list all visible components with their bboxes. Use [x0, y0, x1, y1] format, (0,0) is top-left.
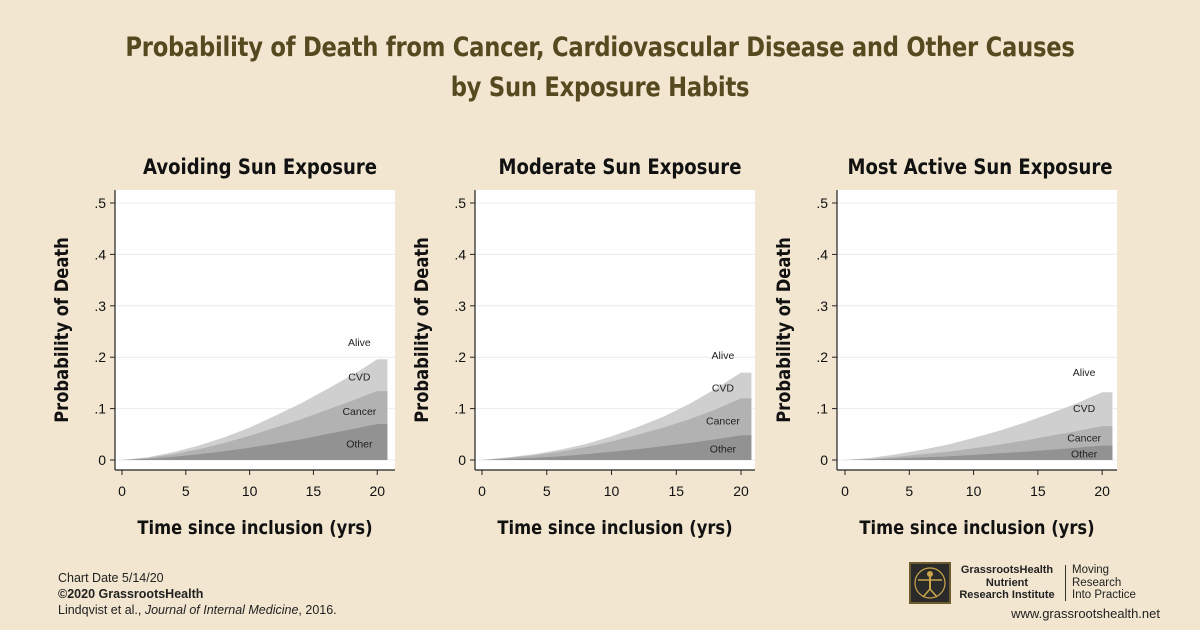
x-tick-label: 10	[966, 483, 982, 499]
logo-tagline2: Research	[1072, 576, 1122, 589]
x-tick-label: 0	[841, 483, 849, 499]
label-other: Other	[1071, 448, 1098, 460]
y-tick-label: .2	[94, 349, 106, 365]
area-other	[845, 445, 1113, 460]
label-alive: Alive	[1073, 367, 1096, 379]
label-cancer: Cancer	[342, 406, 376, 418]
panel-title-moderate: Moderate Sun Exposure	[498, 155, 742, 179]
x-axis-title: Time since inclusion (yrs)	[137, 518, 372, 539]
area-other	[482, 435, 752, 460]
logo-tagline: Moving Research Into Practice	[1072, 564, 1136, 602]
vitruvian-logo-icon	[909, 562, 951, 604]
y-tick-label: .3	[94, 298, 106, 314]
y-tick-label: .1	[454, 401, 466, 417]
y-tick-label: 0	[98, 452, 106, 468]
x-tick-label: 0	[118, 483, 126, 499]
logo-org-line2: Nutrient	[985, 576, 1029, 589]
y-axis-title: Probability of Death	[774, 237, 795, 423]
logo-org-line3: Research Institute	[959, 589, 1055, 601]
y-tick-label: 0	[820, 452, 828, 468]
y-axis-title: Probability of Death	[52, 237, 73, 423]
y-tick-label: .1	[816, 401, 828, 417]
x-tick-label: 10	[604, 483, 620, 499]
label-alive: Alive	[348, 337, 371, 349]
citation-authors: Lindqvist et al.,	[58, 603, 145, 617]
y-tick-label: .5	[454, 195, 466, 211]
label-cvd: CVD	[1073, 403, 1096, 415]
label-cvd: CVD	[712, 382, 735, 394]
main-title: Probability of Death from Cancer, Cardio…	[96, 28, 1104, 108]
logo-tagline3: Into Practice	[1072, 589, 1136, 601]
logo-tagline1: Moving	[1072, 564, 1110, 576]
y-tick-label: .4	[94, 246, 106, 262]
y-axis-title: Probability of Death	[412, 237, 433, 423]
y-tick-label: .4	[816, 246, 828, 262]
main-title-line2: by Sun Exposure Habits	[450, 72, 750, 103]
logo-org-name: GrassrootsHealth Nutrient Research Insti…	[952, 564, 1062, 602]
x-tick-label: 15	[668, 483, 684, 499]
x-tick-label: 5	[905, 483, 913, 499]
logo-org-line1: GrassrootsHealth	[960, 564, 1054, 576]
y-tick-label: .3	[816, 298, 828, 314]
panel-title-avoiding: Avoiding Sun Exposure	[142, 155, 377, 179]
panel-title-active: Most Active Sun Exposure	[847, 155, 1113, 179]
x-tick-label: 5	[182, 483, 190, 499]
label-alive: Alive	[712, 350, 735, 362]
copyright: ©2020 GrassrootsHealth	[58, 587, 204, 601]
label-cancer: Cancer	[706, 416, 740, 428]
footer: Chart Date 5/14/20 ©2020 GrassrootsHealt…	[58, 570, 337, 618]
area-other	[122, 424, 388, 460]
x-tick-label: 20	[733, 483, 749, 499]
y-tick-label: .2	[454, 349, 466, 365]
x-tick-label: 20	[1094, 483, 1110, 499]
label-cancer: Cancer	[1067, 433, 1101, 445]
y-tick-label: .3	[454, 298, 466, 314]
x-tick-label: 15	[1030, 483, 1046, 499]
y-tick-label: .5	[94, 195, 106, 211]
y-tick-label: .2	[816, 349, 828, 365]
x-tick-label: 0	[478, 483, 486, 499]
y-tick-label: .1	[94, 401, 106, 417]
chart-date: Chart Date 5/14/20	[58, 571, 164, 585]
main-title-line1: Probability of Death from Cancer, Cardio…	[125, 32, 1075, 63]
x-tick-label: 5	[543, 483, 551, 499]
x-axis-title: Time since inclusion (yrs)	[859, 518, 1094, 539]
label-other: Other	[710, 444, 737, 456]
x-tick-label: 15	[306, 483, 322, 499]
label-other: Other	[346, 438, 373, 450]
x-tick-label: 10	[242, 483, 258, 499]
citation-journal: Journal of Internal Medicine	[144, 603, 299, 617]
label-cvd: CVD	[348, 371, 371, 383]
x-axis-title: Time since inclusion (yrs)	[497, 518, 732, 539]
y-tick-label: .5	[816, 195, 828, 211]
y-tick-label: 0	[458, 452, 466, 468]
y-tick-label: .4	[454, 246, 466, 262]
citation: Lindqvist et al., Journal of Internal Me…	[58, 602, 337, 618]
logo-divider	[1065, 565, 1066, 601]
citation-year: , 2016.	[298, 603, 337, 617]
x-tick-label: 20	[369, 483, 385, 499]
website-link[interactable]: www.grassrootshealth.net	[1011, 606, 1160, 621]
